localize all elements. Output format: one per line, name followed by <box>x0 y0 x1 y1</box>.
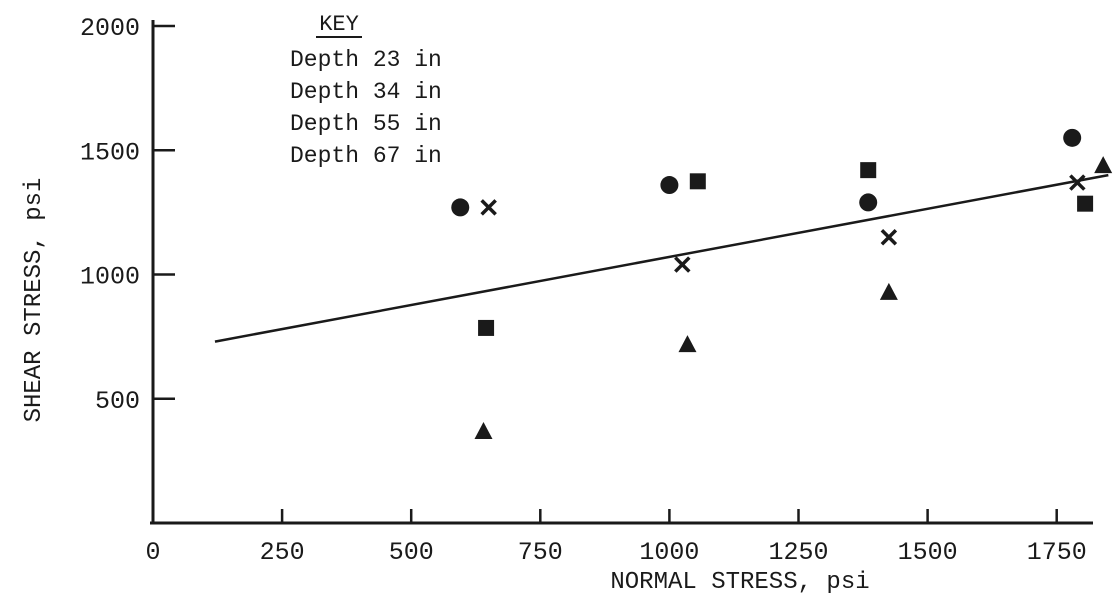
x-tick-label: 1000 <box>639 538 699 567</box>
data-point-circle <box>1063 128 1082 147</box>
data-point-circle <box>451 198 470 217</box>
data-point-x <box>480 199 497 216</box>
x-tick-label: 500 <box>389 538 434 567</box>
x-tick-label: 0 <box>145 538 160 567</box>
x-tick-label: 750 <box>518 538 563 567</box>
data-point-square <box>689 173 706 190</box>
data-point-circle <box>859 193 878 212</box>
legend-entry-depth-34: Depth 34 in <box>290 79 442 105</box>
axis-ticks: 0 250 500 750 1000 1250 1500 1750 500 1000 1500 200… <box>80 14 1087 567</box>
legend: KEY Depth 23 in Depth 34 in Depth 55 in … <box>290 12 442 169</box>
data-point-triangle <box>879 282 898 300</box>
x-tick-label: 250 <box>260 538 305 567</box>
fit-line <box>214 173 1109 343</box>
x-tick-label: 1500 <box>898 538 958 567</box>
data-point-square <box>478 319 495 336</box>
fit-line-group <box>214 173 1109 343</box>
data-point-triangle <box>678 335 697 353</box>
data-point-square <box>860 162 877 179</box>
data-point-x <box>1069 174 1086 191</box>
y-tick-label: 2000 <box>80 14 140 43</box>
y-axis-title: SHEAR STRESS, psi <box>21 178 48 423</box>
data-point-x <box>880 228 898 246</box>
x-axis-title: NORMAL STRESS, psi <box>610 569 869 596</box>
x-tick-label: 1250 <box>768 538 828 567</box>
data-point-triangle <box>474 422 493 440</box>
y-tick-label: 1500 <box>80 138 140 167</box>
legend-entry-depth-67: Depth 67 in <box>290 143 442 169</box>
legend-title: KEY <box>319 12 359 37</box>
y-tick-label: 1000 <box>80 263 140 292</box>
legend-entry-depth-23: Depth 23 in <box>290 47 442 73</box>
data-point-circle <box>660 176 679 195</box>
data-points <box>451 128 1113 440</box>
x-tick-label: 1750 <box>1027 538 1087 567</box>
data-point-square <box>1077 195 1094 212</box>
legend-entry-depth-55: Depth 55 in <box>290 111 442 137</box>
data-point-triangle <box>1094 156 1113 174</box>
data-point-x <box>674 256 691 273</box>
y-tick-label: 500 <box>95 387 140 416</box>
